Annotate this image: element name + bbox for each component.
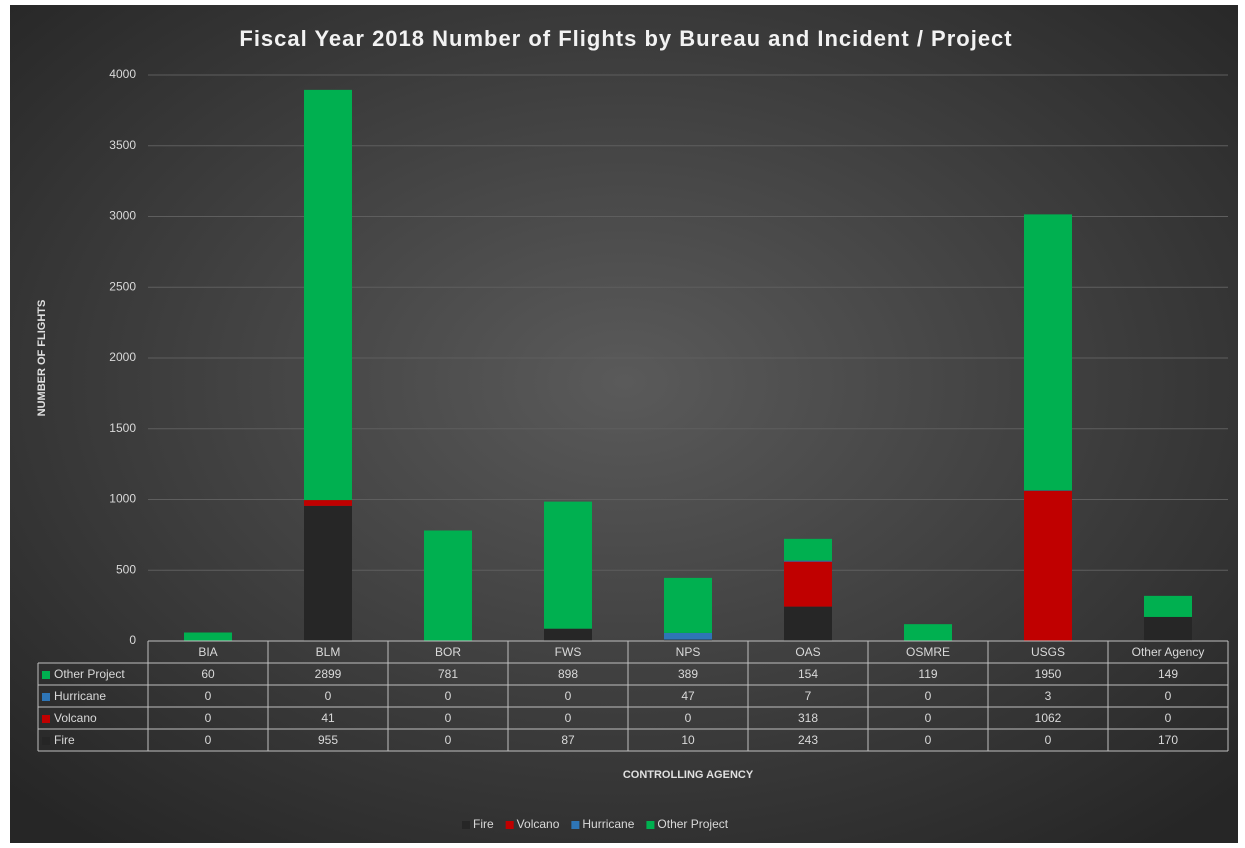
table-value: 0 bbox=[445, 689, 452, 703]
chart-title: Fiscal Year 2018 Number of Flights by Bu… bbox=[239, 26, 1012, 51]
table-value: 87 bbox=[561, 733, 575, 747]
y-tick-label: 4000 bbox=[109, 67, 136, 81]
table-value: 0 bbox=[1165, 689, 1172, 703]
table-value: 0 bbox=[445, 733, 452, 747]
legend-label: Hurricane bbox=[582, 817, 634, 831]
table-value: 41 bbox=[321, 711, 335, 725]
table-value: 0 bbox=[925, 711, 932, 725]
table-value: 2899 bbox=[315, 667, 342, 681]
bar-segment bbox=[784, 560, 832, 562]
bar-segment bbox=[1024, 214, 1072, 491]
table-series-name: Volcano bbox=[54, 711, 97, 725]
legend-key bbox=[571, 821, 580, 829]
y-tick-label: 500 bbox=[116, 562, 136, 576]
y-tick-label: 3500 bbox=[109, 138, 136, 152]
legend-label: Volcano bbox=[517, 817, 560, 831]
table-value: 0 bbox=[1045, 733, 1052, 747]
bar-segment bbox=[424, 530, 472, 641]
table-value: 0 bbox=[925, 689, 932, 703]
table-series-name: Fire bbox=[54, 733, 75, 747]
bar-segment bbox=[664, 632, 712, 640]
bar-segment bbox=[304, 89, 352, 501]
legend-key bbox=[462, 821, 470, 829]
y-tick-label: 2000 bbox=[109, 350, 136, 364]
table-value: 47 bbox=[681, 689, 695, 703]
table-series-name: Other Project bbox=[54, 667, 125, 681]
table-value: 0 bbox=[925, 733, 932, 747]
legend-label: Fire bbox=[473, 817, 494, 831]
x-tick-label: BOR bbox=[435, 645, 461, 659]
bar-segment bbox=[184, 632, 232, 641]
y-tick-label: 3000 bbox=[109, 209, 136, 223]
table-value: 0 bbox=[565, 689, 572, 703]
y-tick-label: 0 bbox=[129, 633, 136, 647]
x-tick-label: BIA bbox=[198, 645, 217, 659]
table-value: 60 bbox=[201, 667, 215, 681]
table-value: 955 bbox=[318, 733, 338, 747]
bar-segment bbox=[664, 577, 712, 633]
table-value: 10 bbox=[681, 733, 695, 747]
table-value: 1062 bbox=[1035, 711, 1062, 725]
bar-segment bbox=[784, 538, 832, 561]
bar-segment bbox=[664, 639, 712, 641]
x-tick-label: OAS bbox=[795, 645, 820, 659]
x-tick-label: USGS bbox=[1031, 645, 1065, 659]
bar-segment bbox=[304, 505, 352, 641]
table-value: 1950 bbox=[1035, 667, 1062, 681]
y-axis-title: NUMBER OF FLIGHTS bbox=[36, 300, 48, 417]
table-value: 0 bbox=[205, 733, 212, 747]
table-value: 0 bbox=[445, 711, 452, 725]
bar-segment bbox=[904, 624, 952, 641]
y-tick-label: 1000 bbox=[109, 492, 136, 506]
bar-segment bbox=[544, 501, 592, 629]
table-value: 0 bbox=[325, 689, 332, 703]
bar-segment bbox=[304, 500, 352, 506]
x-tick-label: NPS bbox=[676, 645, 701, 659]
bar-segment bbox=[1144, 595, 1192, 617]
table-legend-key bbox=[42, 693, 50, 701]
table-value: 0 bbox=[205, 711, 212, 725]
legend-key bbox=[646, 821, 655, 829]
table-value: 781 bbox=[438, 667, 458, 681]
bar-segment bbox=[1024, 490, 1072, 641]
table-value: 0 bbox=[565, 711, 572, 725]
table-value: 149 bbox=[1158, 667, 1178, 681]
table-value: 898 bbox=[558, 667, 578, 681]
legend-label: Other Project bbox=[657, 817, 728, 831]
bar-segment bbox=[784, 606, 832, 641]
table-value: 119 bbox=[918, 667, 937, 681]
x-axis-title: CONTROLLING AGENCY bbox=[623, 769, 754, 781]
table-value: 154 bbox=[798, 667, 818, 681]
x-tick-label: FWS bbox=[555, 645, 582, 659]
table-series-name: Hurricane bbox=[54, 689, 106, 703]
table-legend-key bbox=[42, 671, 50, 679]
bar-segment bbox=[784, 561, 832, 607]
table-legend-key bbox=[42, 737, 50, 745]
table-value: 0 bbox=[685, 711, 692, 725]
x-tick-label: OSMRE bbox=[906, 645, 950, 659]
bar-segment bbox=[1144, 616, 1192, 641]
y-tick-label: 1500 bbox=[109, 421, 136, 435]
x-tick-label: Other Agency bbox=[1132, 645, 1205, 659]
table-value: 243 bbox=[798, 733, 818, 747]
table-legend-key bbox=[42, 715, 50, 723]
table-value: 318 bbox=[798, 711, 818, 725]
table-value: 7 bbox=[805, 689, 812, 703]
y-tick-label: 2500 bbox=[109, 279, 136, 293]
table-value: 389 bbox=[678, 667, 698, 681]
x-tick-label: BLM bbox=[316, 645, 341, 659]
table-value: 3 bbox=[1045, 689, 1052, 703]
table-value: 170 bbox=[1158, 733, 1178, 747]
bar-segment bbox=[544, 628, 592, 641]
legend-key bbox=[505, 821, 514, 829]
table-value: 0 bbox=[1165, 711, 1172, 725]
table-value: 0 bbox=[205, 689, 212, 703]
